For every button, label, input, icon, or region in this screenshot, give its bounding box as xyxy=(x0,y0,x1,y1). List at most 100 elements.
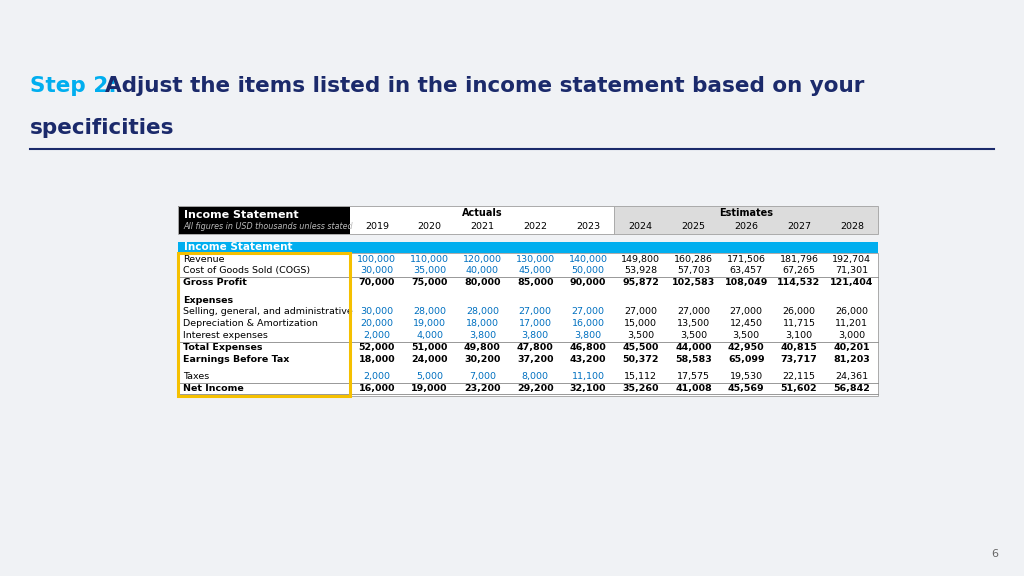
Text: 19,530: 19,530 xyxy=(730,372,763,381)
Text: 44,000: 44,000 xyxy=(675,343,712,352)
Text: 43,200: 43,200 xyxy=(569,355,606,364)
Text: All figures in USD thousands unless stated: All figures in USD thousands unless stat… xyxy=(183,222,353,231)
Text: 2028: 2028 xyxy=(840,222,864,231)
Bar xyxy=(178,253,350,396)
Text: 30,200: 30,200 xyxy=(464,355,501,364)
Text: 160,286: 160,286 xyxy=(674,255,713,264)
Text: 2,000: 2,000 xyxy=(364,331,390,340)
Text: 40,815: 40,815 xyxy=(780,343,817,352)
Text: 30,000: 30,000 xyxy=(360,308,393,316)
Text: 8,000: 8,000 xyxy=(521,372,549,381)
Text: 11,715: 11,715 xyxy=(782,319,815,328)
Text: Depreciation & Amortization: Depreciation & Amortization xyxy=(183,319,317,328)
Text: 71,301: 71,301 xyxy=(836,267,868,275)
Text: 171,506: 171,506 xyxy=(727,255,766,264)
Text: specificities: specificities xyxy=(30,118,174,138)
Text: 181,796: 181,796 xyxy=(779,255,818,264)
Text: 75,000: 75,000 xyxy=(412,278,447,287)
Text: 110,000: 110,000 xyxy=(410,255,450,264)
Text: 42,950: 42,950 xyxy=(728,343,765,352)
Text: 23,200: 23,200 xyxy=(464,384,501,393)
Text: 27,000: 27,000 xyxy=(518,308,552,316)
Text: Interest expenses: Interest expenses xyxy=(183,331,268,340)
Text: 17,000: 17,000 xyxy=(518,319,552,328)
Text: 17,575: 17,575 xyxy=(677,372,710,381)
Text: 16,000: 16,000 xyxy=(571,319,604,328)
Text: 130,000: 130,000 xyxy=(515,255,555,264)
Text: 140,000: 140,000 xyxy=(568,255,607,264)
Text: 45,569: 45,569 xyxy=(728,384,765,393)
Text: 51,602: 51,602 xyxy=(780,384,817,393)
Text: 15,112: 15,112 xyxy=(625,372,657,381)
Text: 81,203: 81,203 xyxy=(834,355,870,364)
Text: 2023: 2023 xyxy=(575,222,600,231)
Text: 12,450: 12,450 xyxy=(730,319,763,328)
Text: Step 2:: Step 2: xyxy=(30,76,117,96)
Text: 11,100: 11,100 xyxy=(571,372,604,381)
Text: 19,000: 19,000 xyxy=(413,319,446,328)
Text: 70,000: 70,000 xyxy=(358,278,395,287)
Text: 90,000: 90,000 xyxy=(569,278,606,287)
Text: Earnings Before Tax: Earnings Before Tax xyxy=(183,355,290,364)
Bar xyxy=(178,206,879,234)
Text: 2026: 2026 xyxy=(734,222,758,231)
Text: 40,201: 40,201 xyxy=(834,343,870,352)
Text: 26,000: 26,000 xyxy=(782,308,815,316)
Text: 2024: 2024 xyxy=(629,222,652,231)
Text: 2027: 2027 xyxy=(787,222,811,231)
Text: 3,500: 3,500 xyxy=(733,331,760,340)
Text: 192,704: 192,704 xyxy=(833,255,871,264)
Text: 56,842: 56,842 xyxy=(834,384,870,393)
Text: Estimates: Estimates xyxy=(719,208,773,218)
Bar xyxy=(178,241,879,253)
Text: 27,000: 27,000 xyxy=(571,308,604,316)
Text: 51,000: 51,000 xyxy=(412,343,447,352)
Text: 73,717: 73,717 xyxy=(780,355,817,364)
Text: 50,372: 50,372 xyxy=(623,355,659,364)
Text: 4,000: 4,000 xyxy=(416,331,443,340)
Text: 28,000: 28,000 xyxy=(413,308,446,316)
Text: 28,000: 28,000 xyxy=(466,308,499,316)
Text: 2021: 2021 xyxy=(470,222,495,231)
Text: 27,000: 27,000 xyxy=(677,308,710,316)
Bar xyxy=(350,206,614,234)
Text: 20,000: 20,000 xyxy=(360,319,393,328)
Text: 22,115: 22,115 xyxy=(782,372,815,381)
Text: 45,000: 45,000 xyxy=(518,267,552,275)
Text: 3,000: 3,000 xyxy=(839,331,865,340)
Text: 2020: 2020 xyxy=(418,222,441,231)
Text: 18,000: 18,000 xyxy=(466,319,499,328)
Text: 95,872: 95,872 xyxy=(623,278,659,287)
Text: 80,000: 80,000 xyxy=(464,278,501,287)
Text: 50,000: 50,000 xyxy=(571,267,604,275)
Text: Total Expenses: Total Expenses xyxy=(183,343,262,352)
Text: 49,800: 49,800 xyxy=(464,343,501,352)
Text: 6: 6 xyxy=(991,549,998,559)
Text: 46,800: 46,800 xyxy=(569,343,606,352)
Text: 100,000: 100,000 xyxy=(357,255,396,264)
Text: 40,000: 40,000 xyxy=(466,267,499,275)
Text: 108,049: 108,049 xyxy=(725,278,768,287)
Text: 37,200: 37,200 xyxy=(517,355,553,364)
Text: 121,404: 121,404 xyxy=(830,278,873,287)
Text: 16,000: 16,000 xyxy=(358,384,395,393)
Text: Adjust the items listed in the income statement based on your: Adjust the items listed in the income st… xyxy=(105,76,865,96)
Text: 85,000: 85,000 xyxy=(517,278,553,287)
Text: 2025: 2025 xyxy=(682,222,706,231)
Bar xyxy=(178,206,350,234)
Text: 52,000: 52,000 xyxy=(358,343,395,352)
Text: 3,500: 3,500 xyxy=(627,331,654,340)
Text: 35,000: 35,000 xyxy=(413,267,446,275)
Text: 29,200: 29,200 xyxy=(517,384,553,393)
Text: 57,703: 57,703 xyxy=(677,267,710,275)
Text: 19,000: 19,000 xyxy=(412,384,447,393)
Text: 58,583: 58,583 xyxy=(675,355,712,364)
Text: 35,260: 35,260 xyxy=(623,384,659,393)
Text: Expenses: Expenses xyxy=(183,295,233,305)
Text: 24,000: 24,000 xyxy=(412,355,447,364)
Text: 27,000: 27,000 xyxy=(625,308,657,316)
Text: 2019: 2019 xyxy=(365,222,389,231)
Text: Taxes: Taxes xyxy=(183,372,209,381)
Text: Income Statement: Income Statement xyxy=(183,242,292,252)
Text: 45,500: 45,500 xyxy=(623,343,658,352)
